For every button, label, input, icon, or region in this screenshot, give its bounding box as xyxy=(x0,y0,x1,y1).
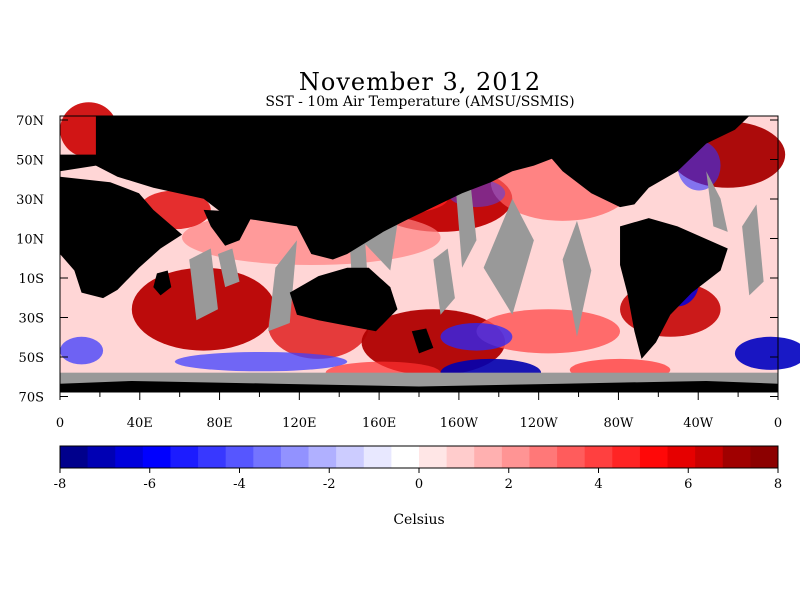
missing-data-swath xyxy=(268,240,297,332)
colorbar-swatch xyxy=(667,446,696,468)
land-antarctica xyxy=(60,380,778,392)
colorbar-swatch xyxy=(87,446,116,468)
colorbar-swatch xyxy=(695,446,724,468)
colorbar-tick-label: 4 xyxy=(594,477,602,492)
longitude-label: 40W xyxy=(683,416,714,431)
latitude-axis: 70N 50N 30N 10N 10S 30S 50S 70S xyxy=(16,114,778,406)
land-madagascar xyxy=(153,270,172,296)
colorbar-swatch xyxy=(280,446,310,468)
colorbar-tick-label: -4 xyxy=(233,477,246,492)
colorbar-swatch xyxy=(446,446,475,468)
colorbar-swatch xyxy=(115,446,144,468)
latitude-label: 50N xyxy=(16,154,44,169)
missing-data-swath xyxy=(562,220,592,337)
anomaly-patch xyxy=(734,336,800,370)
colorbar-swatch xyxy=(363,446,392,468)
colorbar-tick-label: 0 xyxy=(415,477,423,492)
missing-data-swath xyxy=(217,248,240,288)
colorbar-swatch xyxy=(336,446,365,468)
longitude-label: 0 xyxy=(56,416,64,431)
missing-data-swath xyxy=(433,248,455,315)
colorbar-tick-label: -8 xyxy=(54,477,67,492)
colorbar-swatch xyxy=(529,446,558,468)
colorbar-swatch xyxy=(419,446,448,468)
latitude-label: 10S xyxy=(19,272,44,287)
anomaly-patch xyxy=(174,351,348,372)
longitude-label: 0 xyxy=(774,416,782,431)
anomaly-patch xyxy=(476,309,621,354)
colorbar-tick-label: -2 xyxy=(323,477,336,492)
map-plot-area xyxy=(59,102,800,393)
longitude-label: 160E xyxy=(362,416,396,431)
missing-data-swath xyxy=(454,171,477,268)
colorbar-swatch xyxy=(225,446,254,468)
latitude-label: 50S xyxy=(19,351,44,366)
colorbar-swatch xyxy=(198,446,227,468)
colorbar-swatch xyxy=(557,446,586,468)
colorbar-tick-label: 2 xyxy=(505,477,513,492)
land-mask xyxy=(60,116,778,392)
colorbar-swatch xyxy=(501,446,530,468)
longitude-label: 80W xyxy=(603,416,634,431)
colorbar-swatch xyxy=(308,446,337,468)
colorbar-swatch xyxy=(584,446,613,468)
colorbar-swatch xyxy=(391,446,420,468)
latitude-label: 70S xyxy=(19,391,44,406)
colorbar-tick-label: -6 xyxy=(143,477,156,492)
colorbar-swatch xyxy=(750,446,779,468)
longitude-label: 40E xyxy=(127,416,153,431)
latitude-label: 70N xyxy=(16,114,44,129)
land-africa xyxy=(60,176,183,299)
longitude-label: 160W xyxy=(440,416,479,431)
longitude-label: 80E xyxy=(207,416,233,431)
land-north-america xyxy=(505,116,750,208)
colorbar-swatch xyxy=(170,446,199,468)
colorbar: -8 -6 -4 -2 0 2 4 6 8 xyxy=(54,445,782,492)
land-india xyxy=(203,209,254,246)
map-subtitle: SST - 10m Air Temperature (AMSU/SSMIS) xyxy=(265,94,575,110)
missing-data-swath xyxy=(189,248,218,321)
anomaly-patch xyxy=(440,323,513,351)
land-new-zealand xyxy=(411,328,434,354)
longitude-label: 120W xyxy=(520,416,559,431)
colorbar-swatch xyxy=(722,446,751,468)
latitude-label: 30S xyxy=(19,312,44,327)
land-australia xyxy=(289,267,398,332)
colorbar-swatch xyxy=(639,446,669,468)
longitude-axis: 0 40E 80E 120E 160E 160W 120W 80W 40W 0 xyxy=(56,116,782,431)
colorbar-swatch xyxy=(60,446,89,468)
latitude-label: 10N xyxy=(16,233,44,248)
latitude-label: 30N xyxy=(16,193,44,208)
missing-data-swath xyxy=(483,198,534,315)
missing-data-swath xyxy=(706,171,728,232)
map-title: November 3, 2012 xyxy=(298,68,542,96)
land-south-america xyxy=(620,218,728,359)
missing-data-swath xyxy=(742,204,764,296)
colorbar-swatch xyxy=(253,446,282,468)
anomaly-patch xyxy=(60,336,104,365)
land-greenland xyxy=(677,116,728,133)
colorbar-label: Celsius xyxy=(393,512,445,528)
colorbar-tick-label: 8 xyxy=(774,477,782,492)
colorbar-tick-label: 6 xyxy=(684,477,692,492)
land-europe-asia xyxy=(60,116,664,260)
colorbar-swatch xyxy=(474,446,503,468)
longitude-label: 120E xyxy=(282,416,316,431)
colorbar-swatch xyxy=(142,446,171,468)
colorbar-swatch xyxy=(612,446,641,468)
